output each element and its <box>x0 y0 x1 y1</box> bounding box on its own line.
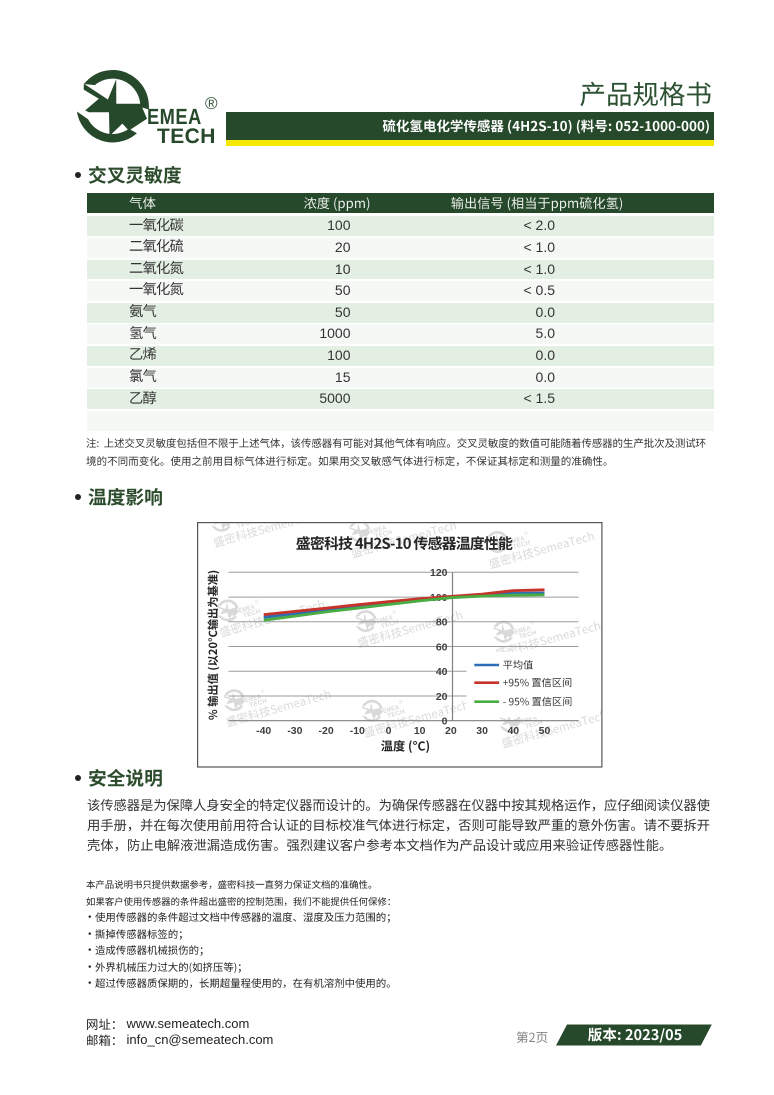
svg-text:-40: -40 <box>256 726 271 737</box>
svg-text:-20: -20 <box>318 726 333 737</box>
svg-text:120: 120 <box>429 568 447 579</box>
svg-text:80: 80 <box>435 618 447 629</box>
svg-text:20: 20 <box>435 692 447 703</box>
svg-text:40: 40 <box>507 726 519 737</box>
svg-text:-30: -30 <box>287 726 302 737</box>
svg-text:-10: -10 <box>349 726 364 737</box>
svg-text:40: 40 <box>435 667 447 678</box>
svg-text:0: 0 <box>385 726 391 737</box>
svg-text:50: 50 <box>538 726 550 737</box>
svg-text:30: 30 <box>476 726 488 737</box>
svg-text:0: 0 <box>441 716 447 727</box>
svg-text:60: 60 <box>435 642 447 653</box>
svg-text:20: 20 <box>445 726 457 737</box>
svg-text:10: 10 <box>413 726 425 737</box>
